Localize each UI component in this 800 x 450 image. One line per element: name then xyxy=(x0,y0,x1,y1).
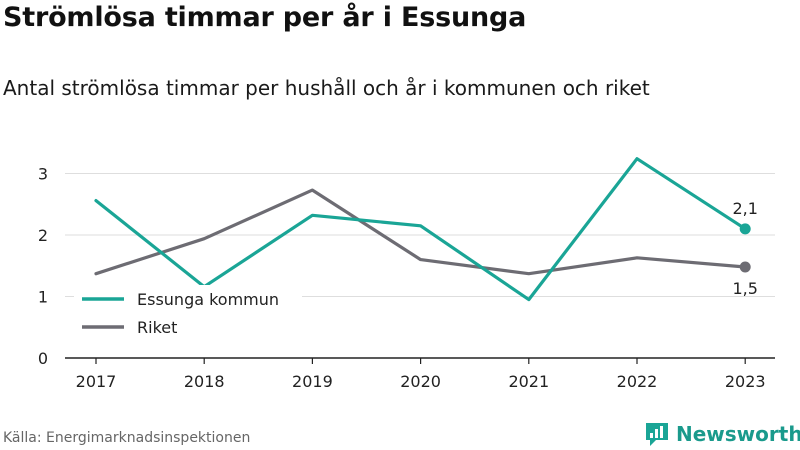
legend: Essunga kommun Riket xyxy=(74,285,302,341)
brand-name: Newsworthy xyxy=(676,422,800,446)
series-lines: 1,5 2,1 xyxy=(94,157,758,302)
y-tick-label: 1 xyxy=(38,288,48,307)
series-line xyxy=(94,157,747,302)
x-tick-label: 2023 xyxy=(725,372,766,391)
legend-background xyxy=(74,285,302,341)
grid-lines xyxy=(65,173,775,297)
x-tick-label: 2020 xyxy=(400,372,441,391)
chart-subtitle: Antal strömlösa timmar per hushåll och å… xyxy=(3,76,650,100)
data-label: 1,5 xyxy=(732,279,757,298)
newsworthy-logo-icon xyxy=(646,423,668,446)
x-tick-label: 2021 xyxy=(508,372,549,391)
y-tick-label: 2 xyxy=(38,226,48,245)
source-note: Källa: Energimarknadsinspektionen xyxy=(3,430,251,446)
y-tick-label: 0 xyxy=(38,349,48,368)
brand-logo[interactable]: Newsworthy xyxy=(644,420,800,448)
x-tick-label: 2018 xyxy=(184,372,225,391)
axes: 0 1 2 3 2017 2018 2019 2020 2021 2022 2023 xyxy=(38,165,775,391)
x-tick-label: 2022 xyxy=(617,372,658,391)
series-end-point xyxy=(739,223,751,235)
x-tick-label: 2017 xyxy=(76,372,117,391)
series-line xyxy=(94,188,747,276)
series-end-point xyxy=(739,261,751,273)
y-tick-label: 3 xyxy=(38,165,48,184)
legend-label: Essunga kommun xyxy=(137,290,279,309)
legend-label: Riket xyxy=(137,318,177,337)
x-tick-label: 2019 xyxy=(292,372,333,391)
chart-title: Strömlösa timmar per år i Essunga xyxy=(3,2,527,33)
data-label: 2,1 xyxy=(732,199,757,218)
